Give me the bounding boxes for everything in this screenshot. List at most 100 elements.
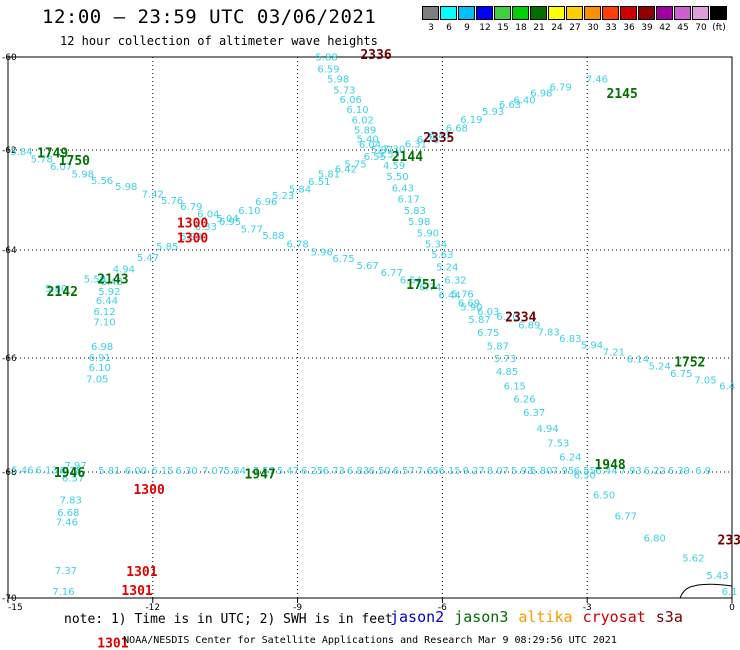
wave-height-value: 6.68 [446, 123, 468, 134]
legend-swatch [638, 6, 655, 20]
legend-label: (ft) [712, 23, 726, 33]
wave-height-value: 7.30 [383, 145, 405, 156]
wave-height-value: 6.51 [308, 177, 330, 188]
wave-height-value: 5.98 [72, 170, 94, 181]
wave-height-value: 7.37 [55, 566, 77, 577]
legend-label: 12 [479, 23, 491, 33]
wave-height-value: 6.17 [397, 195, 419, 206]
wave-height-value: 7.93 [620, 466, 642, 477]
satellite-s3a: s3a [655, 608, 683, 626]
legend-swatch [584, 6, 601, 20]
wave-height-value: 6.15 [151, 466, 173, 477]
pass-time-label: 1752 [674, 356, 705, 371]
x-tick-label: 0 [729, 603, 735, 613]
wave-height-value: 5.23 [272, 191, 294, 202]
wave-height-value: 5.78 [31, 155, 53, 166]
wave-height-value: 5.73 [494, 354, 516, 365]
pass-time-label: 2334 [505, 310, 536, 325]
wave-height-value: 6.10 [238, 206, 260, 217]
wave-height-value: 6.98 [530, 89, 552, 100]
wave-height-value: 7.42 [142, 190, 164, 201]
wave-height-value: 6.50 [593, 490, 615, 501]
satellite-altika: altika [518, 608, 573, 626]
wave-height-value: 5.76 [452, 290, 474, 301]
wave-height-value: 7.46 [586, 75, 608, 86]
wave-height-value: 7.07 [202, 466, 224, 477]
wave-height-value: 5.80 [530, 466, 552, 477]
wave-height-value: 5.97 [371, 145, 393, 156]
wave-height-value: 6.44 [439, 291, 461, 302]
wave-height-value: 6.4 [719, 381, 735, 392]
wave-height-value: 6.73 [323, 466, 345, 477]
wave-height-value: 5.89 [354, 126, 376, 137]
pass-time-label: 2142 [47, 285, 78, 300]
legend-swatch [512, 6, 529, 20]
wave-height-value: 6.78 [286, 240, 308, 251]
wave-height-value: 5.58 [84, 274, 106, 285]
wave-height-value: 5.75 [344, 160, 366, 171]
legend-label: 42 [659, 23, 671, 33]
wave-height-value: 6.83 [347, 466, 369, 477]
wave-height-value: 7.65 [417, 466, 439, 477]
wave-height-value: 5.40 [356, 135, 378, 146]
pass-time-label: 1300 [133, 483, 164, 498]
pass-time-label: 1751 [406, 278, 437, 293]
wave-height-value: 7.10 [93, 318, 115, 329]
x-tick-label: -15 [8, 603, 23, 613]
wave-height-value: 5.24 [436, 263, 458, 274]
wave-height-value: 5.84 [224, 466, 246, 477]
legend-label: 30 [587, 23, 599, 33]
wave-height-value: 5.90 [417, 229, 439, 240]
legend-label: 18 [515, 23, 527, 33]
wave-height-value: 6.33 [195, 222, 217, 233]
wave-height-value: 5.84 [289, 185, 311, 196]
y-tick-label: -62 [2, 146, 17, 156]
wave-height-value: 7.83 [60, 496, 82, 507]
legend-swatch [494, 6, 511, 20]
wave-height-value: 5.62 [682, 553, 704, 564]
pass-time-label: 1946 [54, 466, 85, 481]
pass-time-label: 2336 [360, 48, 391, 63]
map-subtitle: 12 hour collection of altimeter wave hei… [60, 34, 378, 48]
wave-height-value: 7.21 [603, 347, 625, 358]
wave-height-value: 6.32 [444, 275, 466, 286]
wave-height-value: 6.30 [175, 466, 197, 477]
wave-height-value: 6.26 [513, 394, 535, 405]
wave-height-value: 6.42 [335, 165, 357, 176]
pass-time-label: 1947 [245, 467, 276, 482]
pass-time-label: 1948 [594, 458, 625, 473]
wave-height-value: 5.47 [137, 253, 159, 264]
wave-height-value: 6.20 [496, 312, 518, 323]
wave-height-value: 6.15 [439, 466, 461, 477]
wave-height-value: 6.79 [180, 202, 202, 213]
legend-swatch [602, 6, 619, 20]
legend-label: 9 [464, 23, 470, 33]
y-tick-label: -70 [2, 594, 17, 604]
legend-label: 45 [677, 23, 689, 33]
wave-height-value: 6.06 [340, 95, 362, 106]
pass-time-label: 1301 [126, 565, 157, 580]
wave-height-value: 4.85 [496, 367, 518, 378]
pass-time-label: 2145 [607, 87, 638, 102]
wave-height-value: 7.97 [64, 461, 86, 472]
wave-height-value: 6.50 [369, 466, 391, 477]
wave-height-value: 4.94 [536, 424, 558, 435]
legend-label: 27 [569, 23, 581, 33]
wave-height-value: 6.76 [417, 135, 439, 146]
wave-height-value: 5.93 [482, 107, 504, 118]
wave-height-value: 6.00 [125, 466, 147, 477]
legend-label: 33 [605, 23, 617, 33]
x-tick-label: -6 [438, 603, 447, 613]
legend-label: 15 [497, 23, 509, 33]
wave-height-value: 6.39 [668, 466, 690, 477]
satellite-legend: jason2 jason3 altika cryosat s3a [390, 608, 693, 626]
wave-height-value: 6.77 [381, 268, 403, 279]
wave-height-value: 6.74 [419, 283, 441, 294]
wave-height-value: 6.91 [89, 353, 111, 364]
wave-height-value: 5.63 [431, 250, 453, 261]
wave-height-value: 6.55 [574, 466, 596, 477]
wave-height-value: 5.67 [356, 261, 378, 272]
legend-swatch [692, 6, 709, 20]
wave-height-value: 5.34 [425, 240, 447, 251]
wave-height-value: 6.15 [504, 381, 526, 392]
